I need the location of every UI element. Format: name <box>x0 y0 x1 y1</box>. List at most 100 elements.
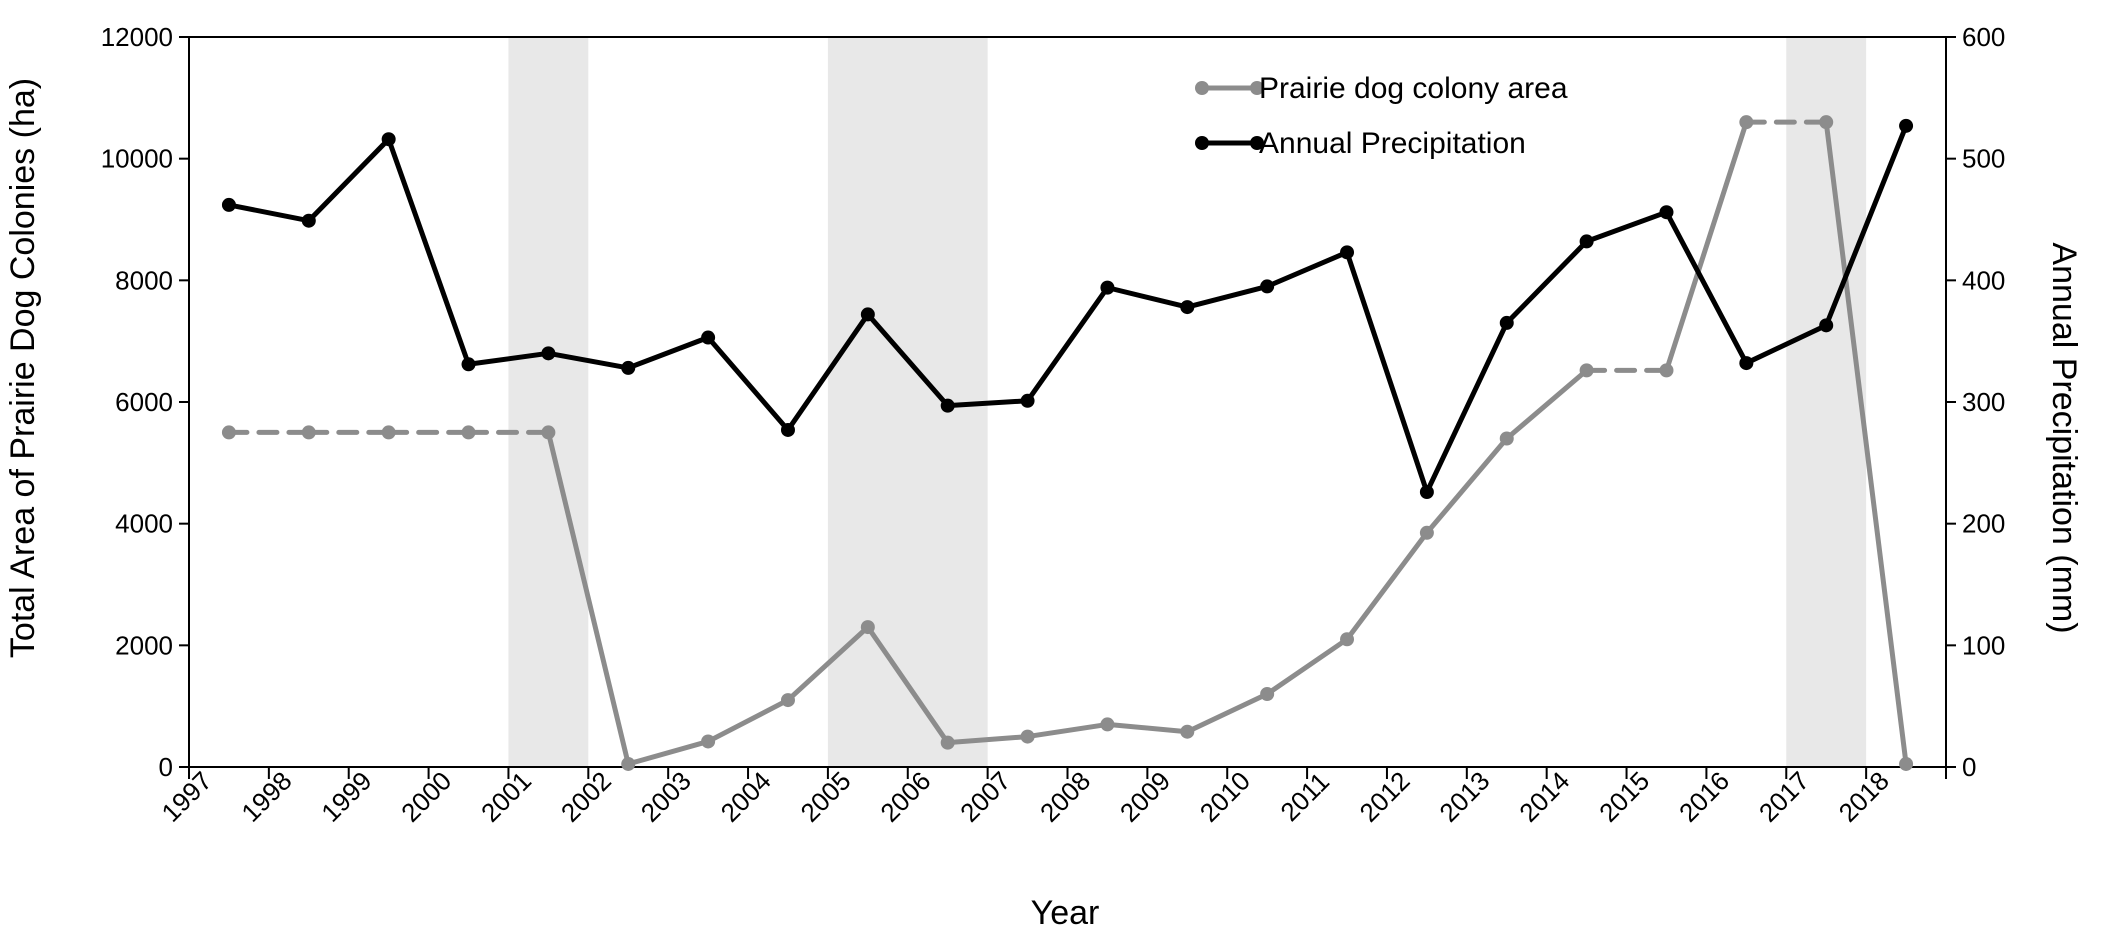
series-0-point <box>461 425 476 440</box>
x-tick-label: 2003 <box>635 766 697 828</box>
series-1-point <box>461 357 476 372</box>
series-1-point <box>1899 118 1914 133</box>
series-0-point <box>1020 729 1035 744</box>
shaded-period-0 <box>508 37 589 767</box>
series-0-segment <box>1184 691 1270 735</box>
series-0-segment <box>625 738 711 767</box>
y-left-tick-label: 12000 <box>101 22 173 52</box>
series-0-segment <box>1264 636 1350 697</box>
series-0-point <box>381 425 396 440</box>
series-1-segment <box>306 136 392 224</box>
series-0-point <box>1260 687 1275 701</box>
series-1-segment <box>865 311 951 409</box>
series-0-segment <box>1663 119 1749 373</box>
x-tick-label: 2004 <box>715 766 777 828</box>
series-0-point <box>1100 717 1115 732</box>
series-0-segment <box>1025 721 1110 740</box>
series-0-point <box>1819 115 1834 130</box>
series-0-segment <box>1424 436 1510 536</box>
x-tick-label: 2013 <box>1433 766 1495 828</box>
y-left-tick-label: 4000 <box>115 509 173 539</box>
y-right-tick-label: 200 <box>1962 509 2005 539</box>
y-axis-left-title: Total Area of Prairie Dog Colonies (ha) <box>4 78 42 658</box>
x-tick-label: 2012 <box>1354 766 1416 828</box>
series-1-point <box>701 330 716 345</box>
y-axis-right-title: Annual Precipitation (mm) <box>2045 242 2083 633</box>
legend-label-0: Prairie dog colony area <box>1259 72 1568 105</box>
series-0-point <box>1659 363 1674 378</box>
series-0-point <box>860 620 875 635</box>
series-1-point <box>780 422 795 437</box>
axes <box>188 36 1947 768</box>
series-0-point <box>541 425 556 440</box>
x-tick-label: 2005 <box>794 766 856 828</box>
legend-marker-1 <box>1195 136 1209 150</box>
x-tick-label: 2001 <box>475 766 537 828</box>
series-0-point <box>701 734 716 749</box>
series-1-segment <box>1584 209 1669 244</box>
x-tick-label: 2008 <box>1034 766 1096 828</box>
legend-marker-0 <box>1250 81 1264 95</box>
x-tick-label: 2010 <box>1194 766 1256 828</box>
x-tick-label: 2018 <box>1833 766 1895 828</box>
series-1-point <box>1579 234 1594 249</box>
x-tick-label: 2007 <box>954 766 1016 828</box>
y-right-tick-label: 500 <box>1962 144 2005 174</box>
series-1-point <box>621 360 636 375</box>
y-left-tick-label: 6000 <box>115 387 173 417</box>
series-0-point <box>780 693 795 708</box>
series-1-segment <box>1025 285 1110 404</box>
series-1-segment <box>625 335 711 371</box>
x-tick-label: 2017 <box>1753 766 1815 828</box>
series-1-point <box>1659 205 1674 220</box>
x-tick-label: 1999 <box>315 766 377 828</box>
series-0-segment <box>545 429 631 767</box>
series-0-segment <box>1344 530 1430 642</box>
series-0-segment <box>1104 721 1190 735</box>
legend-label-1: Annual Precipitation <box>1259 127 1526 160</box>
series-1-segment <box>1104 285 1190 310</box>
series-1-segment <box>1663 209 1749 366</box>
series-0-segment <box>705 697 791 744</box>
series-1-segment <box>705 335 791 433</box>
series-0-point <box>621 756 636 771</box>
x-tick-label: 2015 <box>1593 766 1655 828</box>
series-1-point <box>1100 280 1115 295</box>
x-tick-label: 2002 <box>555 766 617 828</box>
series-1-segment <box>1264 249 1350 289</box>
series-0-segment <box>785 624 871 703</box>
x-tick-label: 1998 <box>235 766 297 828</box>
series-1-segment <box>1823 123 1909 328</box>
series-1-segment <box>226 202 312 224</box>
series-1-segment <box>545 350 631 371</box>
series-0-segment <box>1823 119 1909 767</box>
series-1-segment <box>386 136 472 367</box>
y-right-tick-label: 0 <box>1962 752 1976 782</box>
shaded-periods <box>508 37 1867 767</box>
series-1-point <box>1340 245 1355 260</box>
x-tick-label: 2006 <box>874 766 936 828</box>
series-1-point <box>860 307 875 322</box>
y-left-tick-label: 0 <box>159 752 173 782</box>
y-right-tick-label: 600 <box>1962 22 2005 52</box>
series-1-point <box>1260 279 1275 294</box>
series-1-segment <box>785 311 871 433</box>
series-0-segment <box>945 734 1031 746</box>
right-axis-ticks: 0 100 200 300 400 500 600 <box>1946 22 2005 782</box>
x-tick-label: 2009 <box>1114 766 1176 828</box>
legend: Prairie dog colony area Annual Precipitat… <box>1195 72 1568 160</box>
series-0-point <box>301 425 316 440</box>
series-1-point <box>301 213 316 228</box>
series-0-point <box>1579 363 1594 378</box>
legend-marker-0 <box>1195 81 1209 95</box>
series-0-point <box>1419 525 1434 540</box>
series-0-point <box>1739 115 1754 130</box>
series-colony-area <box>221 115 1914 771</box>
x-tick-label: 2016 <box>1673 766 1735 828</box>
x-axis-ticks: 1997 1998 1999 2000 2001 2002 2003 2004 2005 2006… <box>156 766 1947 828</box>
series-0-point <box>1899 756 1914 771</box>
x-tick-label: 2000 <box>395 766 457 828</box>
y-right-tick-label: 400 <box>1962 265 2005 295</box>
series-0-segment <box>865 624 951 746</box>
